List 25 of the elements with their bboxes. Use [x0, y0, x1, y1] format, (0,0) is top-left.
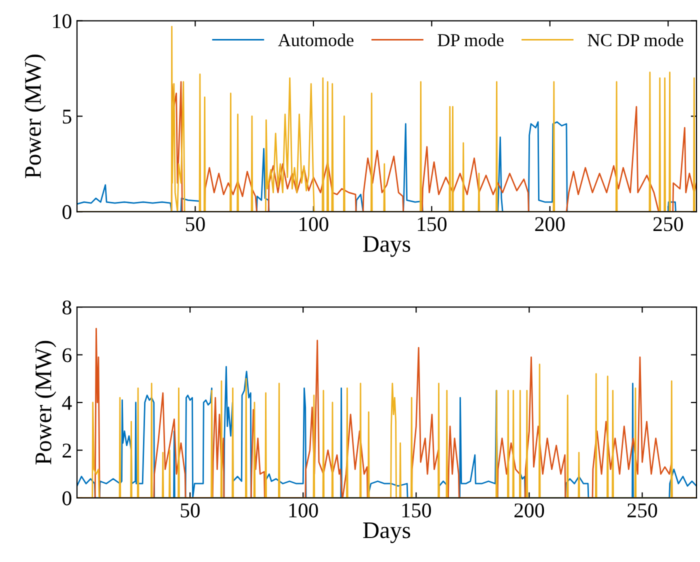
- x-tick-label: 150: [418, 217, 447, 232]
- x-tick-label: 50: [186, 217, 205, 232]
- x-tick-label: 100: [289, 503, 318, 518]
- legend-label: Automode: [278, 34, 354, 46]
- x-tick-label: 50: [180, 503, 200, 518]
- y-tick-label: 5: [62, 110, 72, 124]
- x-tick-label: 200: [514, 503, 544, 518]
- x-tick-label: 250: [628, 503, 658, 518]
- x-tick-label: 200: [535, 217, 565, 232]
- x-tick-label: 250: [653, 217, 683, 232]
- x-axis-title: Days: [363, 522, 410, 544]
- x-tick-label: 100: [300, 217, 328, 232]
- y-tick-label: 8: [62, 300, 72, 315]
- y-axis-title: Power (MW): [24, 54, 46, 178]
- legend-label: DP mode: [438, 34, 504, 46]
- y-tick-label: 0: [62, 491, 72, 506]
- legend-label: NC DP mode: [588, 34, 684, 46]
- x-tick-label: 150: [402, 503, 431, 518]
- x-axis-title: Days: [363, 236, 410, 257]
- y-axis-title: Power (MW): [34, 340, 56, 464]
- y-tick-label: 10: [53, 14, 72, 28]
- y-tick-label: 0: [62, 205, 72, 220]
- y-tick-label: 6: [62, 348, 72, 362]
- y-tick-label: 2: [62, 444, 71, 458]
- y-tick-label: 4: [62, 396, 72, 410]
